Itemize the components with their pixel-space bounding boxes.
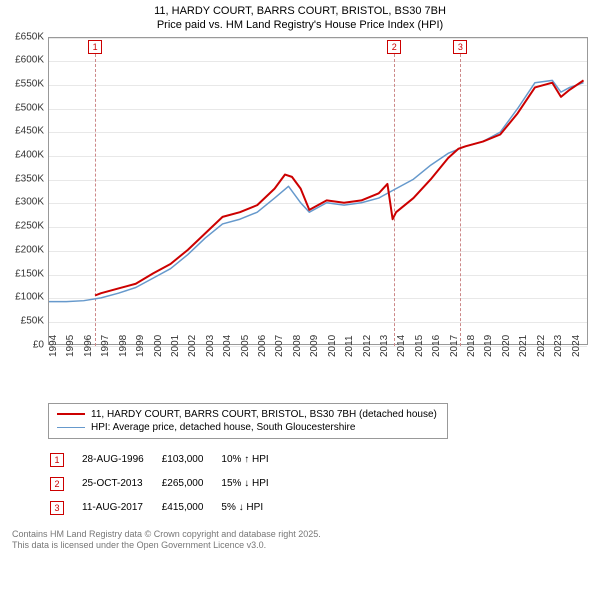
y-axis-label: £250K xyxy=(15,221,44,232)
event-price: £415,000 xyxy=(162,497,220,519)
y-axis-label: £350K xyxy=(15,173,44,184)
y-axis-label: £200K xyxy=(15,244,44,255)
y-axis-label: £100K xyxy=(15,292,44,303)
event-marker-box: 2 xyxy=(387,40,401,54)
event-row: 1 28-AUG-1996£103,00010% ↑ HPI xyxy=(50,449,285,471)
y-axis-label: £150K xyxy=(15,268,44,279)
y-axis-label: £0 xyxy=(33,339,44,350)
y-axis-label: £400K xyxy=(15,150,44,161)
footer-line-1: Contains HM Land Registry data © Crown c… xyxy=(12,529,594,541)
legend: 11, HARDY COURT, BARRS COURT, BRISTOL, B… xyxy=(48,403,448,439)
event-id-marker: 3 xyxy=(50,501,64,515)
event-row: 3 11-AUG-2017£415,0005% ↓ HPI xyxy=(50,497,285,519)
y-axis-label: £650K xyxy=(15,31,44,42)
legend-swatch xyxy=(57,427,85,428)
chart-title: 11, HARDY COURT, BARRS COURT, BRISTOL, B… xyxy=(6,4,594,33)
series-line xyxy=(49,80,584,301)
event-marker-box: 1 xyxy=(88,40,102,54)
legend-row: HPI: Average price, detached house, Sout… xyxy=(57,421,439,434)
plot-region: 1 2 3 xyxy=(48,37,588,345)
y-axis-label: £550K xyxy=(15,78,44,89)
attribution-footer: Contains HM Land Registry data © Crown c… xyxy=(12,529,594,552)
legend-row: 11, HARDY COURT, BARRS COURT, BRISTOL, B… xyxy=(57,408,439,421)
legend-label: 11, HARDY COURT, BARRS COURT, BRISTOL, B… xyxy=(91,409,437,420)
y-axis-label: £600K xyxy=(15,55,44,66)
event-date: 28-AUG-1996 xyxy=(82,449,160,471)
title-line-2: Price paid vs. HM Land Registry's House … xyxy=(6,18,594,32)
event-price: £103,000 xyxy=(162,449,220,471)
chart-area: 1 2 3 £0 £50K £100K £150K £200K £250K £300K £350K… xyxy=(6,37,594,397)
event-pct: 15% ↓ HPI xyxy=(221,473,284,495)
event-marker-box: 3 xyxy=(453,40,467,54)
event-pct: 10% ↑ HPI xyxy=(221,449,284,471)
line-series-svg xyxy=(49,38,587,344)
event-id-marker: 1 xyxy=(50,453,64,467)
footer-line-2: This data is licensed under the Open Gov… xyxy=(12,540,594,552)
legend-swatch xyxy=(57,413,85,415)
events-table: 1 28-AUG-1996£103,00010% ↑ HPI 2 25-OCT-201… xyxy=(48,447,287,521)
y-axis-label: £450K xyxy=(15,126,44,137)
event-pct: 5% ↓ HPI xyxy=(221,497,284,519)
event-price: £265,000 xyxy=(162,473,220,495)
chart-container: 11, HARDY COURT, BARRS COURT, BRISTOL, B… xyxy=(0,0,600,590)
title-line-1: 11, HARDY COURT, BARRS COURT, BRISTOL, B… xyxy=(6,4,594,18)
event-id-marker: 2 xyxy=(50,477,64,491)
series-line xyxy=(95,80,584,295)
y-axis-label: £50K xyxy=(21,315,44,326)
event-row: 2 25-OCT-2013£265,00015% ↓ HPI xyxy=(50,473,285,495)
event-date: 11-AUG-2017 xyxy=(82,497,160,519)
event-date: 25-OCT-2013 xyxy=(82,473,160,495)
legend-label: HPI: Average price, detached house, Sout… xyxy=(91,422,355,433)
y-axis-label: £500K xyxy=(15,102,44,113)
y-axis-label: £300K xyxy=(15,197,44,208)
